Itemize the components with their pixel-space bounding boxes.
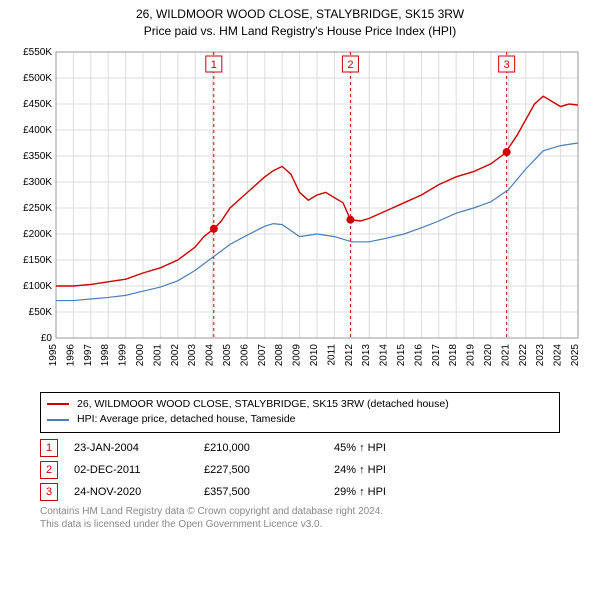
svg-text:2004: 2004 bbox=[205, 343, 216, 366]
legend-row: HPI: Average price, detached house, Tame… bbox=[47, 412, 553, 428]
event-date: 24-NOV-2020 bbox=[74, 486, 204, 498]
svg-text:2005: 2005 bbox=[222, 343, 233, 366]
svg-text:£400K: £400K bbox=[23, 125, 52, 136]
svg-text:2022: 2022 bbox=[518, 343, 529, 366]
event-price: £210,000 bbox=[204, 442, 334, 454]
svg-text:£250K: £250K bbox=[23, 203, 52, 214]
svg-text:2020: 2020 bbox=[483, 343, 494, 366]
footer: Contains HM Land Registry data © Crown c… bbox=[40, 505, 560, 531]
svg-text:£150K: £150K bbox=[23, 255, 52, 266]
svg-text:2007: 2007 bbox=[257, 343, 268, 366]
svg-text:2014: 2014 bbox=[379, 343, 390, 366]
svg-text:2019: 2019 bbox=[466, 343, 477, 366]
event-hpi-delta: 24% ↑ HPI bbox=[334, 464, 386, 476]
svg-text:1998: 1998 bbox=[100, 343, 111, 366]
svg-text:2008: 2008 bbox=[274, 343, 285, 366]
svg-text:£300K: £300K bbox=[23, 177, 52, 188]
svg-text:2016: 2016 bbox=[413, 343, 424, 366]
svg-text:1997: 1997 bbox=[83, 343, 94, 366]
svg-text:£450K: £450K bbox=[23, 99, 52, 110]
svg-text:2013: 2013 bbox=[361, 343, 372, 366]
svg-text:2012: 2012 bbox=[344, 343, 355, 366]
svg-text:2025: 2025 bbox=[570, 343, 581, 366]
svg-text:3: 3 bbox=[504, 59, 510, 71]
svg-text:2021: 2021 bbox=[500, 343, 511, 366]
svg-text:£550K: £550K bbox=[23, 47, 52, 58]
event-marker-number: 3 bbox=[40, 483, 58, 501]
svg-text:2018: 2018 bbox=[448, 343, 459, 366]
event-row: 1 23-JAN-2004£210,00045% ↑ HPI bbox=[40, 439, 560, 457]
svg-text:2: 2 bbox=[347, 59, 353, 71]
event-price: £227,500 bbox=[204, 464, 334, 476]
event-hpi-delta: 29% ↑ HPI bbox=[334, 486, 386, 498]
svg-text:1995: 1995 bbox=[48, 343, 59, 366]
footer-line-2: This data is licensed under the Open Gov… bbox=[40, 518, 560, 531]
title-line-1: 26, WILDMOOR WOOD CLOSE, STALYBRIDGE, SK… bbox=[0, 6, 600, 23]
svg-text:1999: 1999 bbox=[118, 343, 129, 366]
event-hpi-delta: 45% ↑ HPI bbox=[334, 442, 386, 454]
chart-svg: £0 £50K £100K £150K £200K £250K £300K £350K £400… bbox=[12, 46, 588, 386]
events-table: 1 23-JAN-2004£210,00045% ↑ HPI 2 02-DEC-201… bbox=[40, 439, 560, 501]
event-row: 2 02-DEC-2011£227,50024% ↑ HPI bbox=[40, 461, 560, 479]
chart-title: 26, WILDMOOR WOOD CLOSE, STALYBRIDGE, SK… bbox=[0, 0, 600, 40]
svg-text:2011: 2011 bbox=[326, 343, 337, 365]
svg-text:£0: £0 bbox=[41, 333, 53, 344]
svg-text:2017: 2017 bbox=[431, 343, 442, 366]
legend-label: HPI: Average price, detached house, Tame… bbox=[77, 412, 296, 428]
event-marker-number: 2 bbox=[40, 461, 58, 479]
svg-text:2003: 2003 bbox=[187, 343, 198, 366]
event-price: £357,500 bbox=[204, 486, 334, 498]
svg-text:2023: 2023 bbox=[535, 343, 546, 366]
page: 26, WILDMOOR WOOD CLOSE, STALYBRIDGE, SK… bbox=[0, 0, 600, 590]
legend-swatch bbox=[47, 403, 69, 405]
svg-text:2001: 2001 bbox=[152, 343, 163, 366]
svg-text:2015: 2015 bbox=[396, 343, 407, 366]
event-marker-number: 1 bbox=[40, 439, 58, 457]
svg-text:2002: 2002 bbox=[170, 343, 181, 366]
svg-text:2024: 2024 bbox=[553, 343, 564, 366]
event-date: 02-DEC-2011 bbox=[74, 464, 204, 476]
svg-text:£500K: £500K bbox=[23, 73, 52, 84]
title-line-2: Price paid vs. HM Land Registry's House … bbox=[0, 23, 600, 40]
legend-row: 26, WILDMOOR WOOD CLOSE, STALYBRIDGE, SK… bbox=[47, 397, 553, 413]
event-date: 23-JAN-2004 bbox=[74, 442, 204, 454]
svg-text:1: 1 bbox=[211, 59, 217, 71]
event-row: 3 24-NOV-2020£357,50029% ↑ HPI bbox=[40, 483, 560, 501]
svg-text:2006: 2006 bbox=[239, 343, 250, 366]
svg-text:£100K: £100K bbox=[23, 281, 52, 292]
footer-line-1: Contains HM Land Registry data © Crown c… bbox=[40, 505, 560, 518]
legend-label: 26, WILDMOOR WOOD CLOSE, STALYBRIDGE, SK… bbox=[77, 397, 449, 413]
price-chart: £0 £50K £100K £150K £200K £250K £300K £350K £400… bbox=[12, 46, 588, 386]
svg-text:1996: 1996 bbox=[65, 343, 76, 366]
svg-text:2010: 2010 bbox=[309, 343, 320, 366]
legend: 26, WILDMOOR WOOD CLOSE, STALYBRIDGE, SK… bbox=[40, 392, 560, 434]
svg-text:£350K: £350K bbox=[23, 151, 52, 162]
svg-text:2009: 2009 bbox=[292, 343, 303, 366]
svg-text:£50K: £50K bbox=[29, 307, 53, 318]
legend-swatch bbox=[47, 419, 69, 421]
svg-text:£200K: £200K bbox=[23, 229, 52, 240]
svg-text:2000: 2000 bbox=[135, 343, 146, 366]
